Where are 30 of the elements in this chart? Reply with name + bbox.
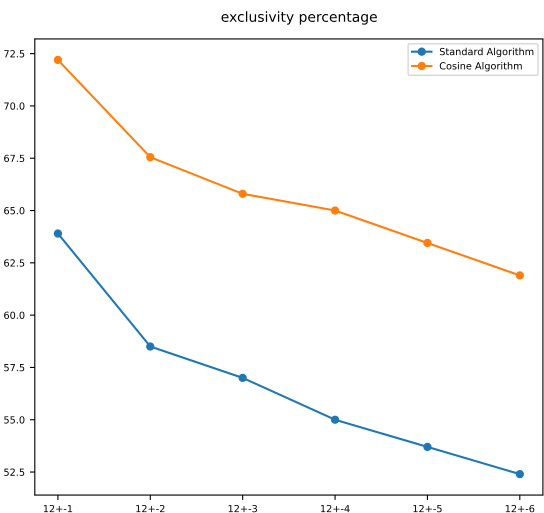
- point: [516, 271, 524, 280]
- legend-label: Standard Algorithm: [440, 48, 534, 58]
- point: [516, 470, 524, 478]
- point: [238, 190, 247, 198]
- y-tick-label: 67.5: [4, 154, 24, 162]
- point: [54, 229, 62, 238]
- y-tick-label: 60.0: [4, 312, 24, 319]
- legend-label: Cosine Algorithm: [440, 62, 522, 72]
- point: [54, 56, 62, 64]
- point: [146, 153, 154, 162]
- point: [423, 442, 432, 452]
- y-tick-label: 72.5: [4, 50, 24, 58]
- point: [238, 374, 247, 382]
- point: [330, 206, 340, 215]
- x-tick-label: 12+-3: [228, 504, 257, 512]
- y-tick-label: 65.0: [4, 207, 24, 214]
- y-tick-label: 52.5: [4, 468, 24, 476]
- x-tick-label: 12+-2: [136, 504, 164, 512]
- point: [146, 342, 154, 351]
- chart-title: exclusivity percentage: [222, 11, 377, 25]
- point: [423, 238, 432, 248]
- x-tick-label: 12+-1: [44, 504, 72, 512]
- y-tick-label: 57.5: [4, 364, 24, 372]
- x-tick-label: 12+-5: [413, 504, 442, 512]
- y-tick-label: 55.0: [4, 416, 24, 424]
- point: [330, 416, 340, 424]
- y-tick-label: 70.0: [4, 102, 24, 110]
- y-tick-label: 62.5: [4, 259, 24, 267]
- x-tick-label: 12+-4: [321, 504, 350, 512]
- x-tick-label: 12+-6: [506, 504, 534, 512]
